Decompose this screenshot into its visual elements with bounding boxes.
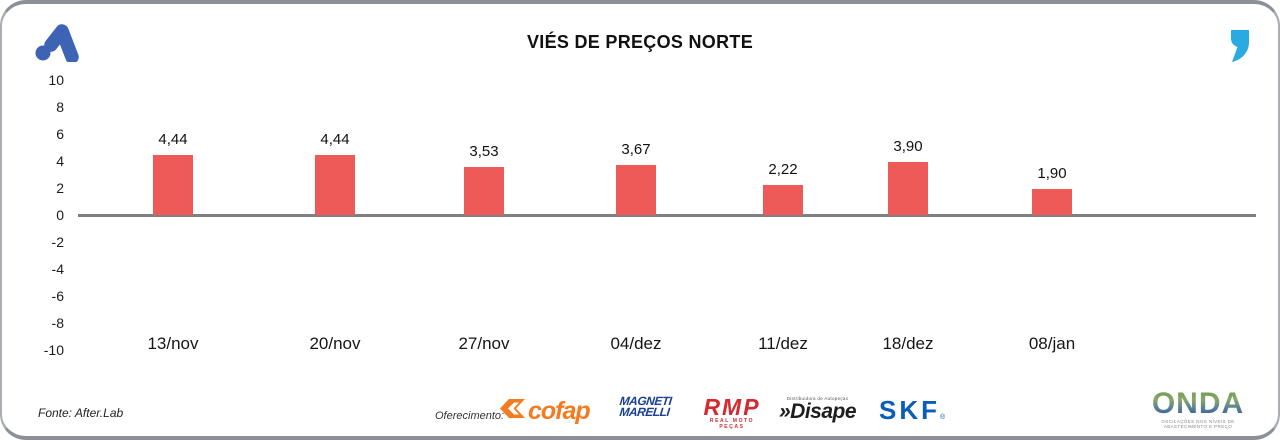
y-axis-tick-label: -6	[51, 288, 64, 304]
y-axis-tick-label: -8	[51, 315, 64, 331]
skf-logo-text: SKF	[879, 395, 940, 425]
skf-logo: SKF®	[879, 397, 945, 424]
skf-registered-mark: ®	[940, 414, 946, 421]
onda-logo-tagline: OSCILAÇÕES NOS NÍVEIS DE ABASTECIMENTO E…	[1161, 419, 1235, 429]
y-axis-tick-label: 0	[56, 207, 64, 223]
magneti-marelli-logo-line2: MARELLI	[618, 405, 671, 419]
y-axis-tick-label: 8	[56, 99, 64, 115]
disape-logo-text: »Disape	[778, 400, 857, 423]
y-axis-tick-label: 4	[56, 153, 64, 169]
bar-value-label: 3,53	[469, 143, 499, 161]
cofap-logo-text: cofap	[528, 397, 591, 425]
y-axis-tick-label: 10	[48, 72, 64, 88]
bar	[763, 185, 803, 215]
bar-chart: 10 8 6 4 2 0 -2 -4 -6 -8 -10 4,44 13/nov 4,44 20/nov 3,…	[2, 4, 1278, 436]
sponsor-label: Oferecimento:	[435, 410, 505, 422]
bar-value-label: 3,90	[893, 138, 923, 156]
bar	[153, 155, 193, 215]
cofap-logo: cofap	[499, 397, 591, 425]
zero-axis-line	[78, 214, 1256, 217]
bar-value-label: 3,67	[621, 141, 651, 159]
bar-value-label: 4,44	[320, 131, 350, 149]
rmp-logo: RMP REAL MOTO PEÇAS	[696, 394, 768, 431]
x-axis-tick-label: 20/nov	[309, 334, 361, 353]
x-axis-tick-label: 11/dez	[758, 334, 808, 353]
y-axis-tick-label: 2	[56, 180, 64, 196]
disape-logo: Distribuidora de Autopeças »Disape	[770, 396, 865, 422]
y-axis-tick-label: -4	[51, 261, 64, 277]
magneti-marelli-logo: MAGNETI MARELLI	[612, 394, 678, 419]
disape-logo-subtext: Distribuidora de Autopeças	[786, 396, 849, 401]
y-axis-tick-label: -2	[51, 234, 64, 250]
bar	[464, 167, 504, 215]
bar-value-label: 4,44	[158, 131, 188, 149]
bar	[1032, 189, 1072, 215]
chart-title: VIÉS DE PREÇOS NORTE	[526, 32, 754, 52]
onda-logo-text: ONDA	[1142, 389, 1254, 419]
cofap-emblem-icon	[499, 399, 526, 423]
rmp-logo-text: RMP	[703, 394, 761, 420]
bar-value-label: 2,22	[768, 161, 798, 179]
source-note: Fonte: After.Lab	[38, 406, 124, 420]
afterlab-logo-icon	[30, 12, 82, 67]
x-axis-tick-label: 18/dez	[882, 334, 934, 353]
rmp-logo-subtext: REAL MOTO PEÇAS	[709, 418, 755, 430]
x-axis-tick-label: 13/nov	[147, 334, 199, 353]
x-axis-tick-label: 27/nov	[458, 334, 510, 353]
x-axis-tick-label: 08/jan	[1028, 334, 1076, 353]
y-axis-tick-label: -10	[43, 342, 64, 358]
bar-value-label: 1,90	[1037, 165, 1067, 183]
bar	[616, 165, 656, 215]
x-axis-tick-label: 04/dez	[610, 334, 662, 353]
quote-comma-icon	[1228, 30, 1250, 67]
onda-logo: ONDA OSCILAÇÕES NOS NÍVEIS DE ABASTECIME…	[1142, 389, 1254, 430]
bar	[315, 155, 355, 215]
bar	[888, 162, 928, 215]
y-axis-tick-label: 6	[56, 126, 64, 142]
